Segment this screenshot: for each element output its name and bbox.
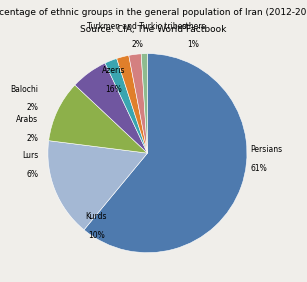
Text: Persians: Persians bbox=[251, 145, 283, 154]
Text: 2%: 2% bbox=[132, 40, 144, 49]
Wedge shape bbox=[141, 54, 147, 153]
Text: Percentage of ethnic groups in the general population of Iran (2012-2014): Percentage of ethnic groups in the gener… bbox=[0, 8, 307, 17]
Text: 2%: 2% bbox=[26, 134, 38, 143]
Wedge shape bbox=[117, 55, 147, 153]
Text: Kurds: Kurds bbox=[86, 212, 107, 221]
Wedge shape bbox=[84, 54, 247, 253]
Wedge shape bbox=[105, 58, 147, 153]
Text: Source: CIA, The World Factbook: Source: CIA, The World Factbook bbox=[80, 25, 227, 34]
Text: Azeris: Azeris bbox=[102, 67, 125, 76]
Text: Turkmen and Turkic tribes,: Turkmen and Turkic tribes, bbox=[87, 21, 188, 30]
Text: others: others bbox=[181, 21, 206, 30]
Text: 6%: 6% bbox=[26, 170, 38, 179]
Wedge shape bbox=[48, 141, 147, 230]
Text: 16%: 16% bbox=[105, 85, 122, 94]
Text: 2%: 2% bbox=[26, 103, 38, 112]
Text: 1%: 1% bbox=[188, 40, 200, 49]
Text: Lurs: Lurs bbox=[22, 151, 38, 160]
Text: Arabs: Arabs bbox=[16, 115, 38, 124]
Wedge shape bbox=[129, 54, 147, 153]
Text: 10%: 10% bbox=[88, 231, 105, 240]
Text: Balochi: Balochi bbox=[10, 85, 38, 94]
Wedge shape bbox=[49, 85, 147, 153]
Wedge shape bbox=[75, 63, 147, 153]
Text: 61%: 61% bbox=[251, 164, 267, 173]
